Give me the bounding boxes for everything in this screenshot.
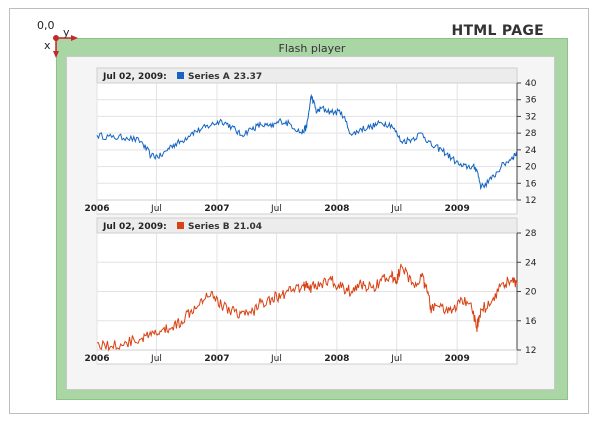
y-tick-label: 32	[525, 112, 536, 122]
x-tick-label: 2009	[445, 204, 470, 214]
plot-area	[96, 82, 518, 215]
y-tick-label: 36	[525, 96, 537, 106]
x-tick-label: 2006	[84, 204, 109, 214]
y-tick-label: 12	[525, 346, 536, 356]
x-tick-label: 2008	[324, 354, 349, 364]
y-tick-label: 28	[525, 229, 537, 239]
header-date-label: Jul 02, 2009:	[102, 222, 167, 232]
x-tick-label: Jul	[150, 354, 162, 364]
charts-svg: 12 16 20 24 28 32 36 40 2006 Jul 2007 Jul 2008 Jul 200…	[84, 67, 537, 365]
chart-panel-1: 12 16 20 24 28 32 36 40 2006 Jul 2007 Jul 2008 Jul 200…	[84, 67, 537, 215]
y-tick-label: 28	[525, 129, 537, 139]
axis-y-label: y	[63, 26, 70, 39]
y-tick-label: 16	[525, 179, 537, 189]
axis-x-label: x	[44, 39, 51, 52]
legend-series-value: 21.04	[234, 222, 262, 232]
legend-series-name: Series B	[188, 222, 230, 232]
x-tick-label: Jul	[150, 204, 162, 214]
y-tick-label: 20	[525, 288, 537, 298]
x-tick-label: 2007	[204, 354, 229, 364]
y-tick-label: 24	[525, 258, 537, 268]
legend-swatch	[177, 222, 184, 229]
x-tick-label: 2007	[204, 204, 229, 214]
chart-panel-2: 12 16 20 24 28 2006 Jul 2007 Jul 2008 Jul 2009 Jul 0…	[84, 217, 537, 365]
y-tick-label: 20	[525, 163, 537, 173]
x-tick-label: 2006	[84, 354, 109, 364]
flash-player-title: Flash player	[278, 42, 346, 55]
y-tick-label: 40	[525, 79, 537, 89]
y-tick-label: 24	[525, 146, 537, 156]
legend-series-name: Series A	[188, 72, 230, 82]
origin-label: 0,0	[37, 19, 55, 32]
x-axis-arrowhead	[53, 51, 59, 58]
x-tick-label: Jul	[270, 204, 282, 214]
y-tick-label: 16	[525, 317, 537, 327]
plot-area	[96, 232, 518, 365]
y-axis-arrowhead	[71, 35, 78, 41]
flash-player: Flash player 12 16 20 24 28 32 36 40 2006 Jul 2007…	[56, 38, 568, 400]
chart-stage: 12 16 20 24 28 32 36 40 2006 Jul 2007 Jul 2008 Jul 200…	[66, 56, 555, 390]
y-tick-label: 12	[525, 196, 536, 206]
header-date-label: Jul 02, 2009:	[102, 72, 167, 82]
page-title: HTML PAGE	[451, 23, 544, 39]
x-tick-label: 2009	[445, 354, 470, 364]
x-tick-label: Jul	[390, 354, 402, 364]
series-line-b	[97, 263, 518, 352]
x-tick-label: 2008	[324, 204, 349, 214]
origin-dot	[53, 35, 59, 41]
series-line-a	[96, 93, 518, 191]
x-tick-label: Jul	[270, 354, 282, 364]
legend-series-value: 23.37	[234, 72, 262, 82]
x-tick-label: Jul	[390, 204, 402, 214]
legend-swatch	[177, 72, 184, 79]
